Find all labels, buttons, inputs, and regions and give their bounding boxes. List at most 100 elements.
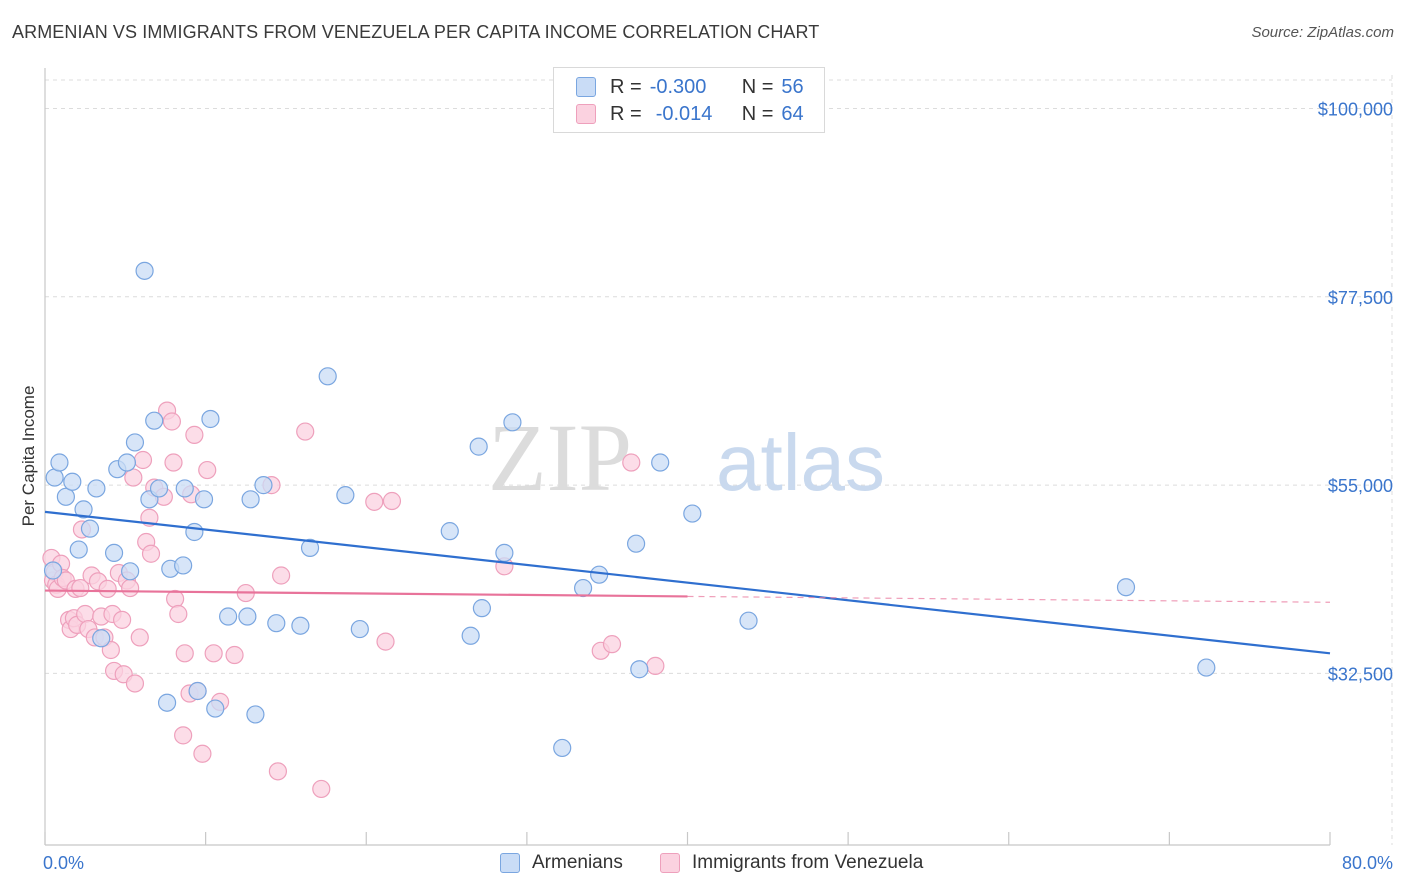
y-tick-label: $100,000	[1318, 99, 1393, 119]
armenian-point	[175, 479, 194, 498]
armenian-point	[194, 490, 214, 509]
bottom-swatch-blue	[500, 853, 520, 873]
armenian-point	[157, 693, 177, 712]
armenian-point	[121, 562, 140, 581]
venezuela-point	[76, 604, 95, 624]
venezuela-point	[121, 578, 140, 598]
armenian-point	[246, 705, 265, 724]
armenian-point	[683, 504, 702, 523]
source-credit: Source: ZipAtlas.com	[1251, 24, 1394, 41]
armenian-point	[440, 522, 459, 541]
armenian-point	[201, 409, 220, 429]
armenian-point	[56, 487, 75, 506]
bottom-legend-venezuela: Immigrants from Venezuela	[660, 852, 923, 874]
venezuela-point	[382, 491, 402, 511]
venezuela-point	[225, 645, 244, 665]
venezuela-point	[602, 635, 622, 654]
armenian-point	[291, 616, 310, 635]
venezuela-point	[193, 744, 212, 763]
venezuela-point	[166, 589, 185, 609]
armenian-point	[185, 522, 204, 542]
watermark-atlas: atlas	[716, 418, 885, 507]
armenian-point	[590, 565, 609, 584]
armenian-point	[461, 626, 480, 645]
venezuela-point	[133, 450, 153, 470]
armenian-point	[241, 490, 260, 509]
venezuela-point	[175, 644, 194, 663]
venezuela-point	[162, 412, 181, 431]
armenian-point	[63, 472, 82, 491]
armenian-point	[149, 479, 169, 498]
venezuela-point	[185, 425, 204, 444]
points-layer	[42, 261, 1216, 799]
venezuela-point	[622, 453, 641, 472]
legend-n-value: 64	[781, 102, 804, 125]
armenian-point	[318, 367, 337, 386]
venezuela-point	[312, 779, 331, 799]
armenian-point	[336, 486, 355, 505]
armenian-point	[145, 411, 164, 430]
armenian-point	[45, 468, 64, 487]
armenian-point	[350, 619, 369, 639]
venezuela-point	[376, 632, 395, 651]
armenian-point	[630, 660, 649, 679]
armenian-point	[87, 479, 106, 498]
venezuela-point	[204, 644, 223, 663]
armenian-point	[206, 699, 225, 718]
armenian-point	[626, 534, 646, 553]
venezuela-point	[268, 762, 288, 781]
armenian-point	[69, 540, 88, 559]
armenian-point	[174, 556, 193, 575]
watermark: ZIP atlas	[488, 404, 885, 511]
armenian-point	[43, 561, 63, 580]
x-tick-label-max: 80.0%	[1342, 853, 1393, 873]
armenian-point	[254, 476, 273, 495]
venezuela-point	[164, 453, 183, 472]
bottom-legend-label-venezuela: Immigrants from Venezuela	[692, 852, 924, 873]
bottom-legend: Armenians Immigrants from Venezuela	[0, 852, 1406, 876]
venezuela-point	[71, 578, 90, 598]
legend-swatch-pink	[576, 104, 596, 124]
armenian-point	[238, 607, 257, 626]
venezuela-point	[101, 640, 120, 660]
armenian-point	[135, 261, 154, 280]
venezuela-point	[98, 579, 117, 598]
armenian-point	[495, 543, 514, 563]
armenian-point	[553, 738, 572, 758]
armenian-point	[472, 599, 491, 618]
armenian-point	[1116, 578, 1136, 597]
armenian-point	[50, 453, 69, 472]
legend-r-label: R =	[610, 75, 642, 98]
armenian-trend-line	[44, 510, 1331, 655]
venezuela-point	[169, 604, 188, 624]
armenian-point	[117, 453, 137, 472]
trend-layer	[44, 510, 1331, 655]
legend-swatch-blue	[576, 77, 596, 97]
venezuela-point	[646, 656, 665, 675]
venezuela-point	[130, 628, 149, 647]
axis-layer: $32,500 $55,000 $77,500 $100,000 0.0% 80.0%	[43, 68, 1393, 873]
armenian-point	[469, 437, 488, 456]
legend-row-venezuela: R = -0.014 N = 64	[576, 102, 804, 126]
venezuela-point	[141, 544, 161, 563]
armenian-point	[219, 607, 238, 626]
armenian-point	[125, 433, 145, 452]
armenian-point	[80, 519, 100, 538]
legend-r-value: -0.014	[655, 102, 713, 125]
stats-legend: R = -0.300 N = 56 R = -0.014 N = 64	[553, 67, 825, 133]
venezuela-trend-extension	[687, 595, 1331, 603]
armenian-point	[104, 543, 124, 563]
x-tick-label-min: 0.0%	[43, 853, 84, 873]
y-axis-label: Per Capita Income	[19, 386, 38, 527]
bottom-legend-armenians: Armenians	[500, 852, 623, 874]
legend-n-label: N =	[741, 75, 774, 98]
armenian-point	[573, 578, 593, 598]
venezuela-point	[365, 492, 384, 511]
venezuela-point	[198, 460, 217, 480]
bottom-legend-label-armenians: Armenians	[532, 852, 623, 873]
armenian-point	[1197, 658, 1216, 677]
legend-r-label: R =	[610, 102, 642, 125]
armenian-point	[739, 611, 758, 630]
chart-title: ARMENIAN VS IMMIGRANTS FROM VENEZUELA PE…	[12, 22, 820, 42]
armenian-point	[267, 614, 286, 633]
